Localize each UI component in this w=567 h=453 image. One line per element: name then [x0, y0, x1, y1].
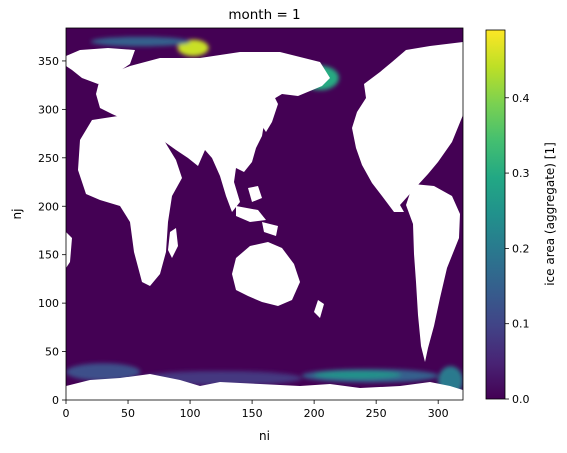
- x-tick-label: 300: [428, 407, 449, 420]
- land-australia: [232, 242, 300, 306]
- ice-region: [177, 39, 209, 57]
- land-new-zealand: [314, 300, 324, 318]
- land-south-america: [406, 184, 460, 362]
- colorbar-tick-label: 0.0: [512, 393, 530, 406]
- y-tick-label: 300: [38, 103, 59, 116]
- plot-area: [66, 28, 463, 400]
- x-tick-label: 200: [304, 407, 325, 420]
- ice-region: [66, 363, 141, 381]
- y-tick-label: 350: [38, 55, 59, 68]
- y-axis: 0 50 100 150 200 250 300 350: [38, 55, 66, 407]
- colorbar-tick-label: 0.3: [512, 167, 530, 180]
- x-tick-label: 150: [242, 407, 263, 420]
- colorbar: 0.0 0.1 0.2 0.3 0.4 ice area (aggregate) [1]: [485, 29, 557, 406]
- land-greenland: [66, 48, 135, 84]
- land-eurasia: [96, 52, 330, 212]
- land-mask: [66, 42, 463, 400]
- ice-region: [90, 36, 191, 47]
- y-axis-label: nj: [10, 209, 24, 220]
- colorbar-ticks: 0.0 0.1 0.2 0.3 0.4: [505, 92, 530, 406]
- land-left-edge: [66, 232, 72, 268]
- colorbar-tick-label: 0.2: [512, 242, 530, 255]
- y-tick-label: 150: [38, 249, 59, 262]
- x-tick-label: 250: [366, 407, 387, 420]
- land-antarctica: [66, 374, 463, 400]
- y-tick-label: 200: [38, 200, 59, 213]
- colorbar-tick-label: 0.1: [512, 318, 530, 331]
- y-tick-label: 0: [52, 394, 59, 407]
- ice-region: [314, 370, 401, 379]
- land-africa: [78, 116, 182, 286]
- chart-title: month = 1: [228, 7, 300, 23]
- colorbar-label: ice area (aggregate) [1]: [543, 142, 557, 286]
- land-borneo: [248, 186, 262, 202]
- land-new-guinea: [262, 222, 278, 236]
- land-japan: [262, 96, 278, 132]
- y-tick-label: 100: [38, 297, 59, 310]
- colorbar-tick-label: 0.4: [512, 92, 530, 105]
- land-madagascar: [168, 228, 178, 258]
- x-axis: 0 50 100 150 200 250 300: [63, 400, 449, 420]
- x-tick-label: 100: [180, 407, 201, 420]
- y-tick-label: 250: [38, 152, 59, 165]
- plot-frame: [65, 27, 464, 401]
- land-north-america: [352, 42, 463, 212]
- x-tick-label: 50: [121, 407, 135, 420]
- y-tick-label: 50: [45, 346, 59, 359]
- land-indonesia: [236, 206, 266, 222]
- x-axis-label: ni: [259, 429, 270, 443]
- x-tick-label: 0: [63, 407, 70, 420]
- colorbar-gradient: [485, 29, 506, 400]
